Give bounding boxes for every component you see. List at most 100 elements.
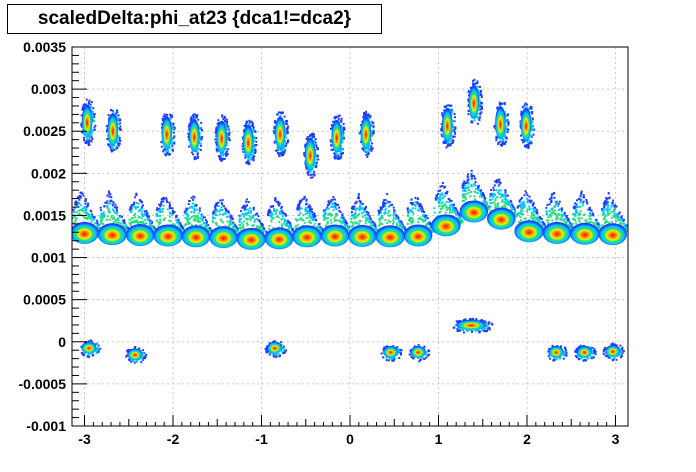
scatter-pixel <box>358 209 361 212</box>
scatter-pixel <box>550 195 553 198</box>
scatter-pixel <box>169 212 172 215</box>
scatter-pixel <box>218 158 221 160</box>
scatter-pixel <box>72 208 75 211</box>
scatter-pixel <box>529 140 532 142</box>
scatter-pixel <box>314 166 317 169</box>
cluster-core <box>495 106 506 140</box>
scatter-pixel <box>346 225 349 228</box>
scatter-pixel <box>476 122 479 125</box>
scatter-pixel <box>326 207 328 210</box>
scatter-pixel <box>130 360 133 363</box>
scatter-pixel <box>624 226 627 229</box>
scatter-pixel <box>468 178 471 181</box>
scatter-pixel <box>299 218 302 220</box>
scatter-pixel <box>619 219 622 222</box>
scatter-pixel <box>461 200 464 202</box>
band-core <box>97 223 128 246</box>
scatter-pixel <box>467 104 470 106</box>
upper-cluster <box>493 101 510 147</box>
scatter-pixel <box>285 214 287 217</box>
scatter-pixel <box>464 188 467 191</box>
scatter-pixel <box>388 357 391 360</box>
scatter-pixel <box>243 129 246 132</box>
scatter-pixel <box>214 205 216 208</box>
scatter-pixel <box>273 141 276 144</box>
scatter-pixel <box>304 209 307 212</box>
scatter-pixel <box>200 223 203 226</box>
scatter-pixel <box>375 228 378 231</box>
scatter-pixel <box>381 223 383 226</box>
scatter-pixel <box>88 355 91 358</box>
scatter-pixel <box>582 194 585 197</box>
scatter-pixel <box>116 140 118 143</box>
scatter-pixel <box>185 211 188 214</box>
scatter-pixel <box>343 223 346 226</box>
scatter-pixel <box>454 127 457 130</box>
scatter-pixel <box>510 209 513 212</box>
scatter-pixel <box>247 158 250 161</box>
scatter-pixel <box>499 196 502 199</box>
scatter-pixel <box>300 200 303 202</box>
scatter-pixel <box>244 208 247 211</box>
scatter-pixel <box>449 199 451 202</box>
scatter-pixel <box>303 196 306 199</box>
scatter-pixel <box>226 121 229 124</box>
scatter-pixel <box>225 154 228 157</box>
scatter-pixel <box>181 227 184 230</box>
scatter-pixel <box>116 111 119 114</box>
scatter-pixel <box>603 203 606 206</box>
band-segment <box>236 198 269 250</box>
scatter-pixel <box>353 205 356 208</box>
scatter-pixel <box>252 206 255 209</box>
scatter-pixel <box>117 123 120 125</box>
scatter-pixel <box>305 167 308 170</box>
scatter-pixel <box>280 150 283 152</box>
scatter-pixel <box>224 207 227 210</box>
scatter-pixel <box>242 226 245 229</box>
scatter-pixel <box>232 228 235 230</box>
scatter-pixel <box>495 179 498 182</box>
scatter-pixel <box>115 147 118 150</box>
scatter-pixel <box>492 189 495 192</box>
scatter-pixel <box>524 190 527 193</box>
scatter-pixel <box>203 225 206 228</box>
upper-cluster <box>160 113 176 157</box>
scatter-pixel <box>96 221 99 224</box>
scatter-pixel <box>135 360 138 363</box>
scatter-pixel <box>557 202 560 205</box>
scatter-pixel <box>283 121 286 124</box>
scatter-pixel <box>503 201 506 203</box>
scatter-pixel <box>105 130 108 133</box>
scatter-pixel <box>115 115 118 118</box>
scatter-pixel <box>229 215 232 218</box>
scatter-pixel <box>435 198 438 201</box>
scatter-pixel <box>510 203 513 206</box>
scatter-pixel <box>274 120 276 123</box>
scatter-pixel <box>185 207 188 210</box>
scatter-pixel <box>252 135 255 138</box>
scatter-pixel <box>251 216 254 219</box>
scatter-pixel <box>551 219 554 222</box>
scatter-pixel <box>197 147 200 150</box>
scatter-pixel <box>364 112 367 115</box>
scatter-pixel <box>249 219 252 222</box>
scatter-pixel <box>291 229 294 231</box>
scatter-pixel <box>280 207 283 210</box>
scatter-pixel <box>110 196 113 199</box>
scatter-pixel <box>306 171 309 174</box>
scatter-pixel <box>278 204 281 207</box>
scatter-pixel <box>79 195 82 198</box>
scatter-pixel <box>285 136 288 139</box>
scatter-pixel <box>578 198 580 200</box>
scatter-pixel <box>286 129 289 132</box>
scatter-pixel <box>254 152 257 154</box>
scatter-pixel <box>489 195 492 198</box>
scatter-pixel <box>473 119 476 122</box>
scatter-pixel <box>341 214 344 217</box>
band-core <box>487 207 516 230</box>
cluster-core <box>216 120 227 154</box>
scatter-pixel <box>370 135 373 137</box>
scatter-pixel <box>378 223 381 226</box>
scatter-pixel <box>452 139 455 142</box>
scatter-pixel <box>255 144 258 146</box>
